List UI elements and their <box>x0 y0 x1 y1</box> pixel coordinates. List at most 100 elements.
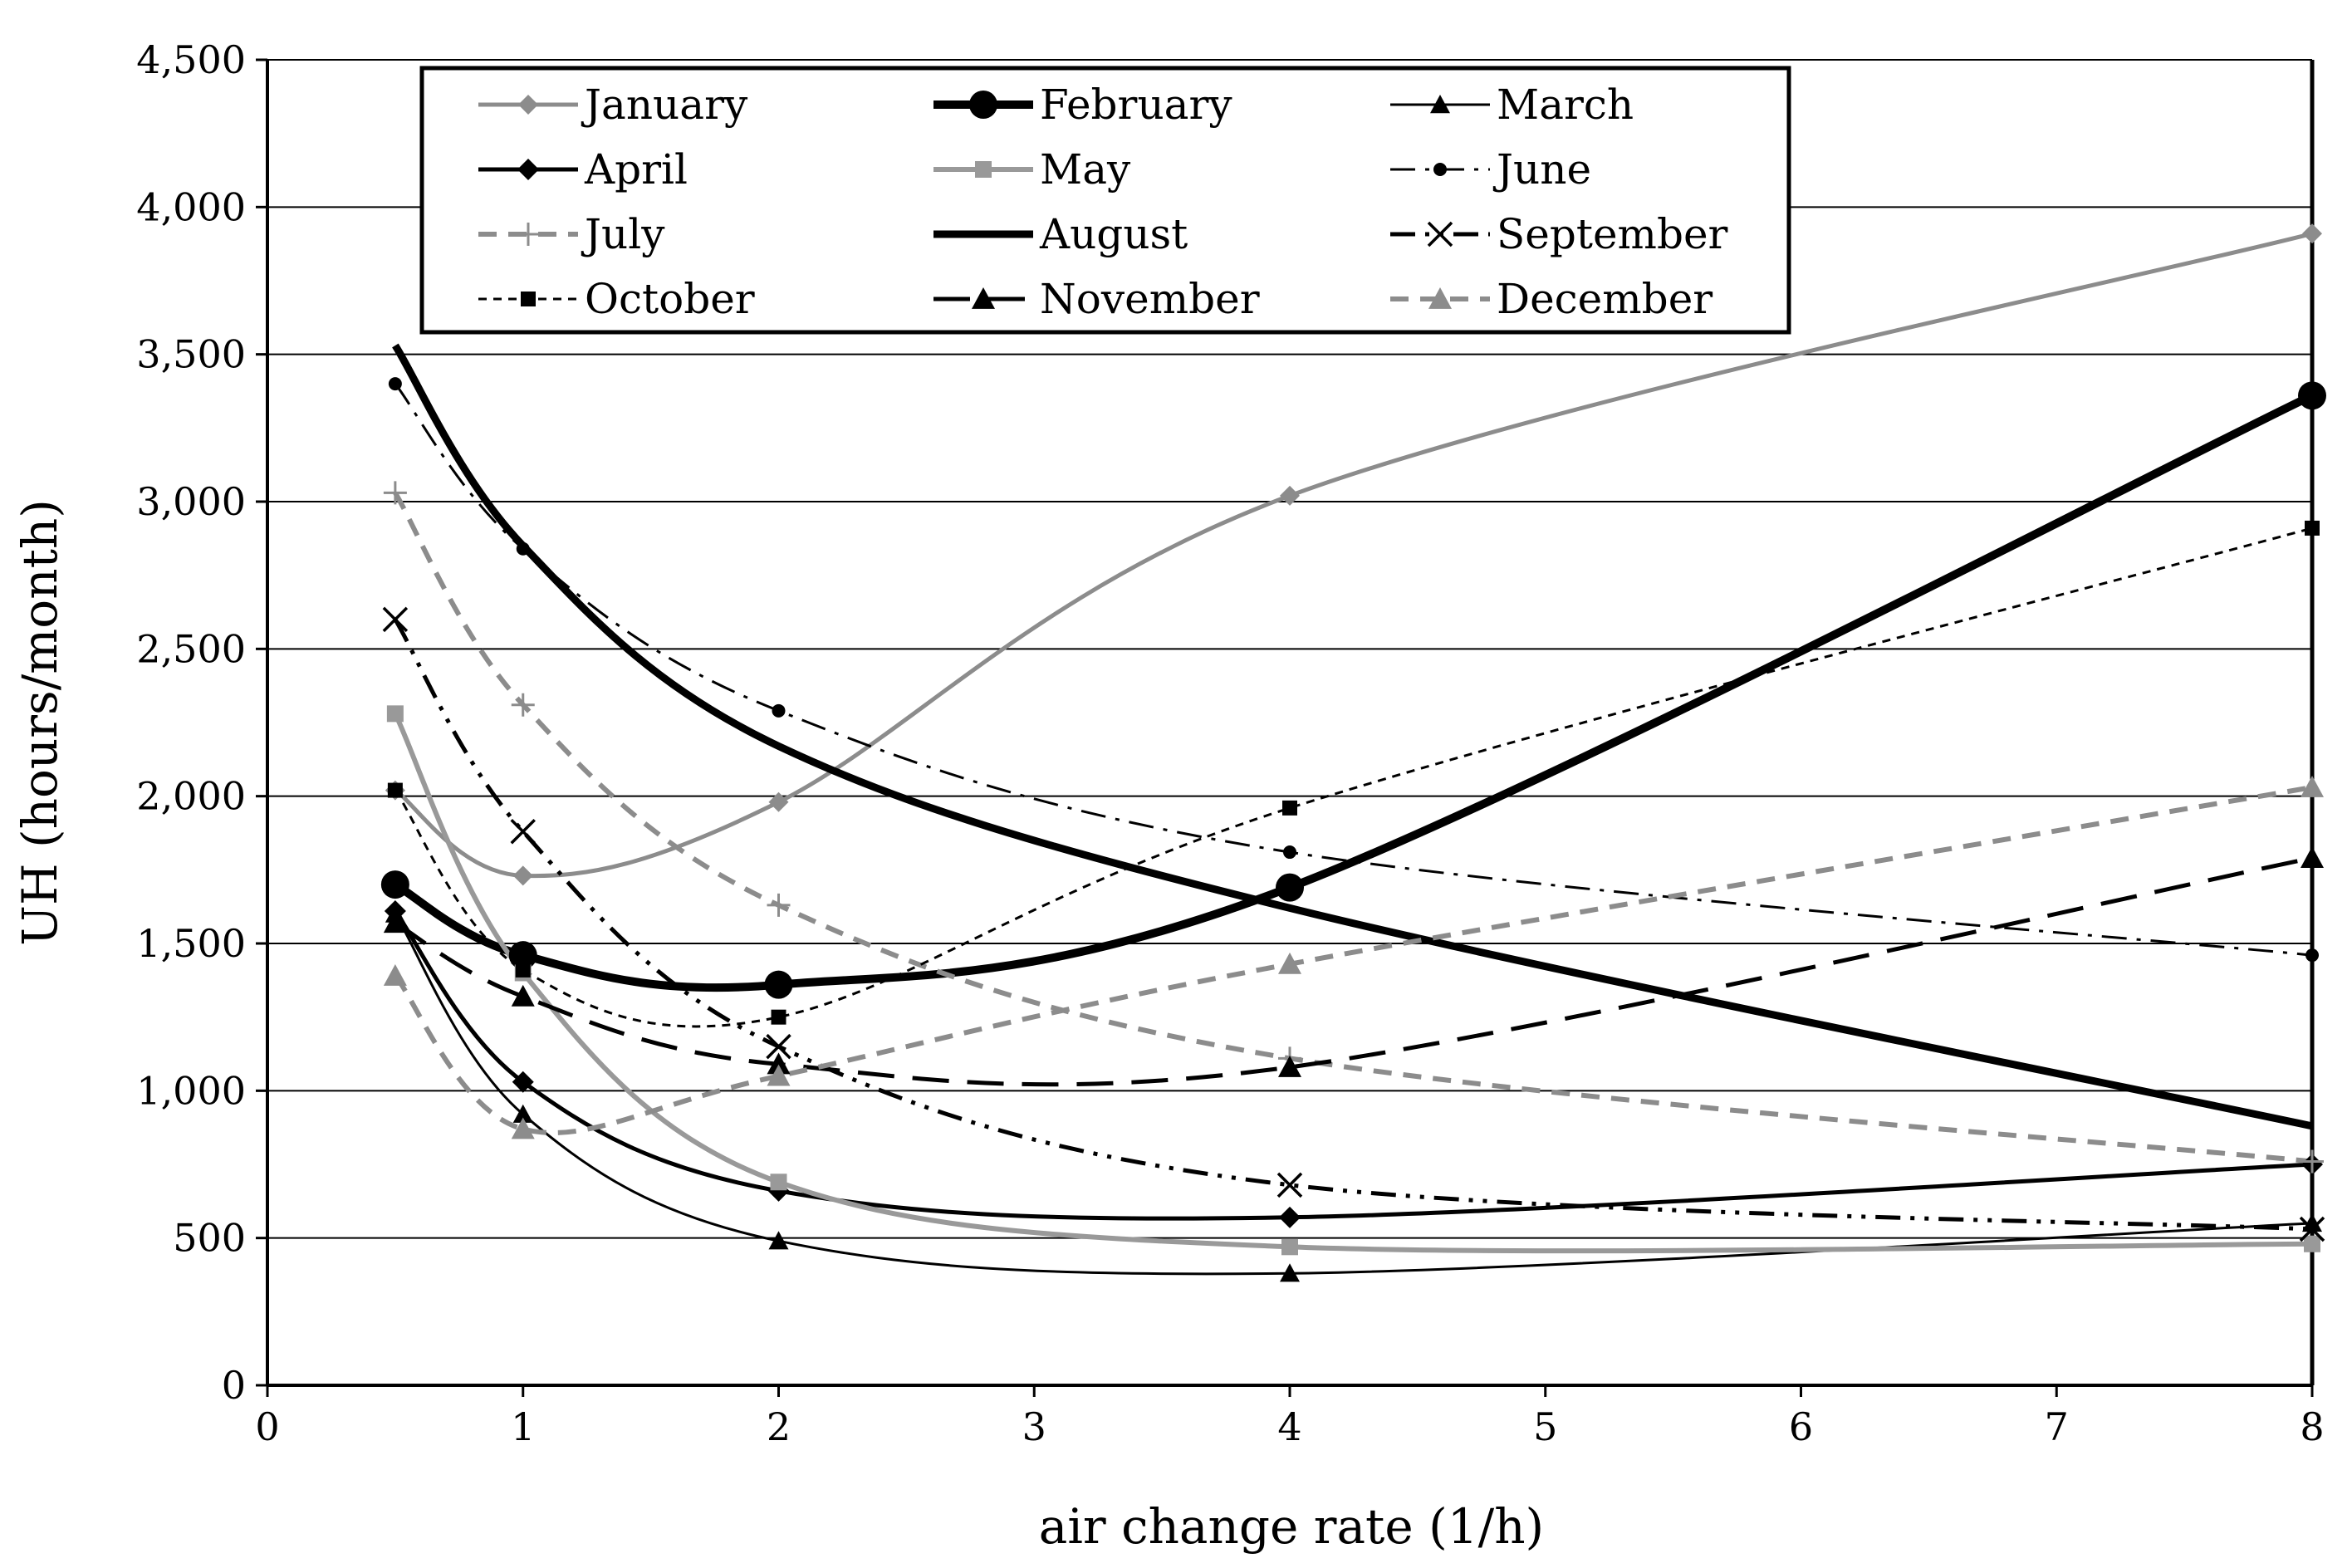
x-tick-label: 2 <box>767 1404 791 1449</box>
data-point-april <box>512 1071 534 1093</box>
legend-marker-october <box>521 292 536 306</box>
data-point-october <box>2305 520 2320 536</box>
x-tick-label: 0 <box>255 1404 279 1449</box>
data-point-december <box>511 1117 535 1139</box>
data-point-june <box>1283 845 1296 860</box>
data-point-april <box>1279 1206 1301 1228</box>
data-point-july <box>383 481 407 505</box>
legend-label-september: September <box>1497 210 1728 258</box>
data-point-march <box>768 1231 789 1250</box>
legend-label-january: January <box>581 81 748 129</box>
data-point-december <box>2301 776 2324 797</box>
legend-label-august: August <box>1039 210 1188 258</box>
series-line-november <box>394 855 2313 1087</box>
legend-box <box>419 66 1791 335</box>
data-point-september <box>1276 1172 1303 1198</box>
data-point-april <box>384 899 406 922</box>
data-point-february <box>2298 381 2326 410</box>
x-tick-label: 4 <box>1277 1404 1301 1449</box>
data-point-october <box>515 962 531 978</box>
data-point-may <box>2304 1235 2320 1252</box>
x-tick-label: 3 <box>1022 1404 1046 1449</box>
data-point-november <box>511 984 535 1007</box>
data-point-february <box>380 870 409 899</box>
legend-marker-july <box>517 223 540 246</box>
data-point-february <box>508 941 537 970</box>
data-point-march <box>512 1104 533 1123</box>
data-point-may <box>1281 1238 1298 1256</box>
data-point-september <box>382 606 409 633</box>
data-point-october <box>1282 800 1297 816</box>
data-point-july <box>511 693 535 717</box>
data-point-january <box>2302 223 2322 244</box>
legend-label-july: July <box>581 210 665 258</box>
data-point-january <box>1280 485 1300 506</box>
series-line-october <box>394 527 2313 1028</box>
data-point-july <box>767 893 791 917</box>
data-point-september <box>766 1033 791 1060</box>
data-point-march <box>1280 1263 1300 1282</box>
series-markers <box>380 223 2326 1282</box>
x-axis-title: air change rate (1/h) <box>1039 1498 1544 1555</box>
data-point-november <box>1278 1055 1301 1077</box>
data-point-september <box>2299 1216 2325 1242</box>
legend-marker-december <box>1428 287 1452 309</box>
data-point-november <box>767 1052 791 1075</box>
y-tick-label: 3,000 <box>136 479 246 524</box>
series-line-july <box>393 491 2313 1164</box>
data-point-december <box>383 964 407 986</box>
data-point-march <box>2302 1213 2322 1232</box>
series-lines <box>392 231 2315 1276</box>
legend-label-october: October <box>585 275 755 323</box>
y-tick-label: 1,500 <box>136 921 246 966</box>
series-line-august <box>392 343 2313 1130</box>
legend-marker-june <box>1433 163 1447 176</box>
y-tick-label: 4,000 <box>136 184 246 229</box>
x-tick-label: 7 <box>2045 1404 2069 1449</box>
data-point-february <box>764 970 793 999</box>
legend-label-may: May <box>1040 145 1131 194</box>
series-line-september <box>393 618 2313 1232</box>
data-point-june <box>516 541 530 556</box>
data-point-november <box>383 911 407 933</box>
data-point-january <box>768 791 789 812</box>
series-line-june <box>394 383 2313 957</box>
legend-label-april: April <box>584 145 688 194</box>
x-tick-label: 6 <box>1789 1404 1813 1449</box>
data-point-may <box>386 705 404 723</box>
data-point-october <box>387 782 403 798</box>
legend-label-june: June <box>1492 145 1591 194</box>
y-tick-label: 2,500 <box>136 626 246 671</box>
legend-marker-april <box>517 159 539 180</box>
legend-marker-september <box>1427 221 1453 247</box>
y-tick-label: 3,500 <box>136 332 246 377</box>
data-point-june <box>772 703 786 718</box>
data-point-february <box>1276 873 1304 902</box>
data-point-july <box>2301 1149 2324 1174</box>
data-point-december <box>1278 952 1301 974</box>
y-tick-label: 1,000 <box>136 1068 246 1113</box>
y-axis-title: UH (hours/month) <box>12 499 68 946</box>
axes: 0 500 1,000 1,500 2,000 2,500 3,000 3,500 4,000 4… <box>136 37 2324 1449</box>
legend-label-march: March <box>1497 81 1634 129</box>
x-tick-label: 1 <box>511 1404 535 1449</box>
y-tick-label: 0 <box>222 1363 246 1408</box>
y-tick-label: 500 <box>173 1216 246 1261</box>
legend-marker-january <box>518 95 538 115</box>
data-point-january <box>512 865 533 886</box>
data-point-may <box>770 1174 787 1191</box>
legend-marker-march <box>1430 95 1450 114</box>
legend-marker-february <box>969 91 997 119</box>
legend-label-february: February <box>1040 81 1232 129</box>
y-tick-label: 4,500 <box>136 37 246 82</box>
data-point-november <box>2301 846 2324 869</box>
legend: January February March April May June July Augu… <box>419 66 1791 335</box>
data-point-june <box>388 377 402 391</box>
legend-label-november: November <box>1040 275 1260 323</box>
series-line-may <box>393 713 2313 1254</box>
x-tick-label: 8 <box>2300 1404 2324 1449</box>
data-point-december <box>767 1064 791 1086</box>
series-line-december <box>393 785 2313 1135</box>
